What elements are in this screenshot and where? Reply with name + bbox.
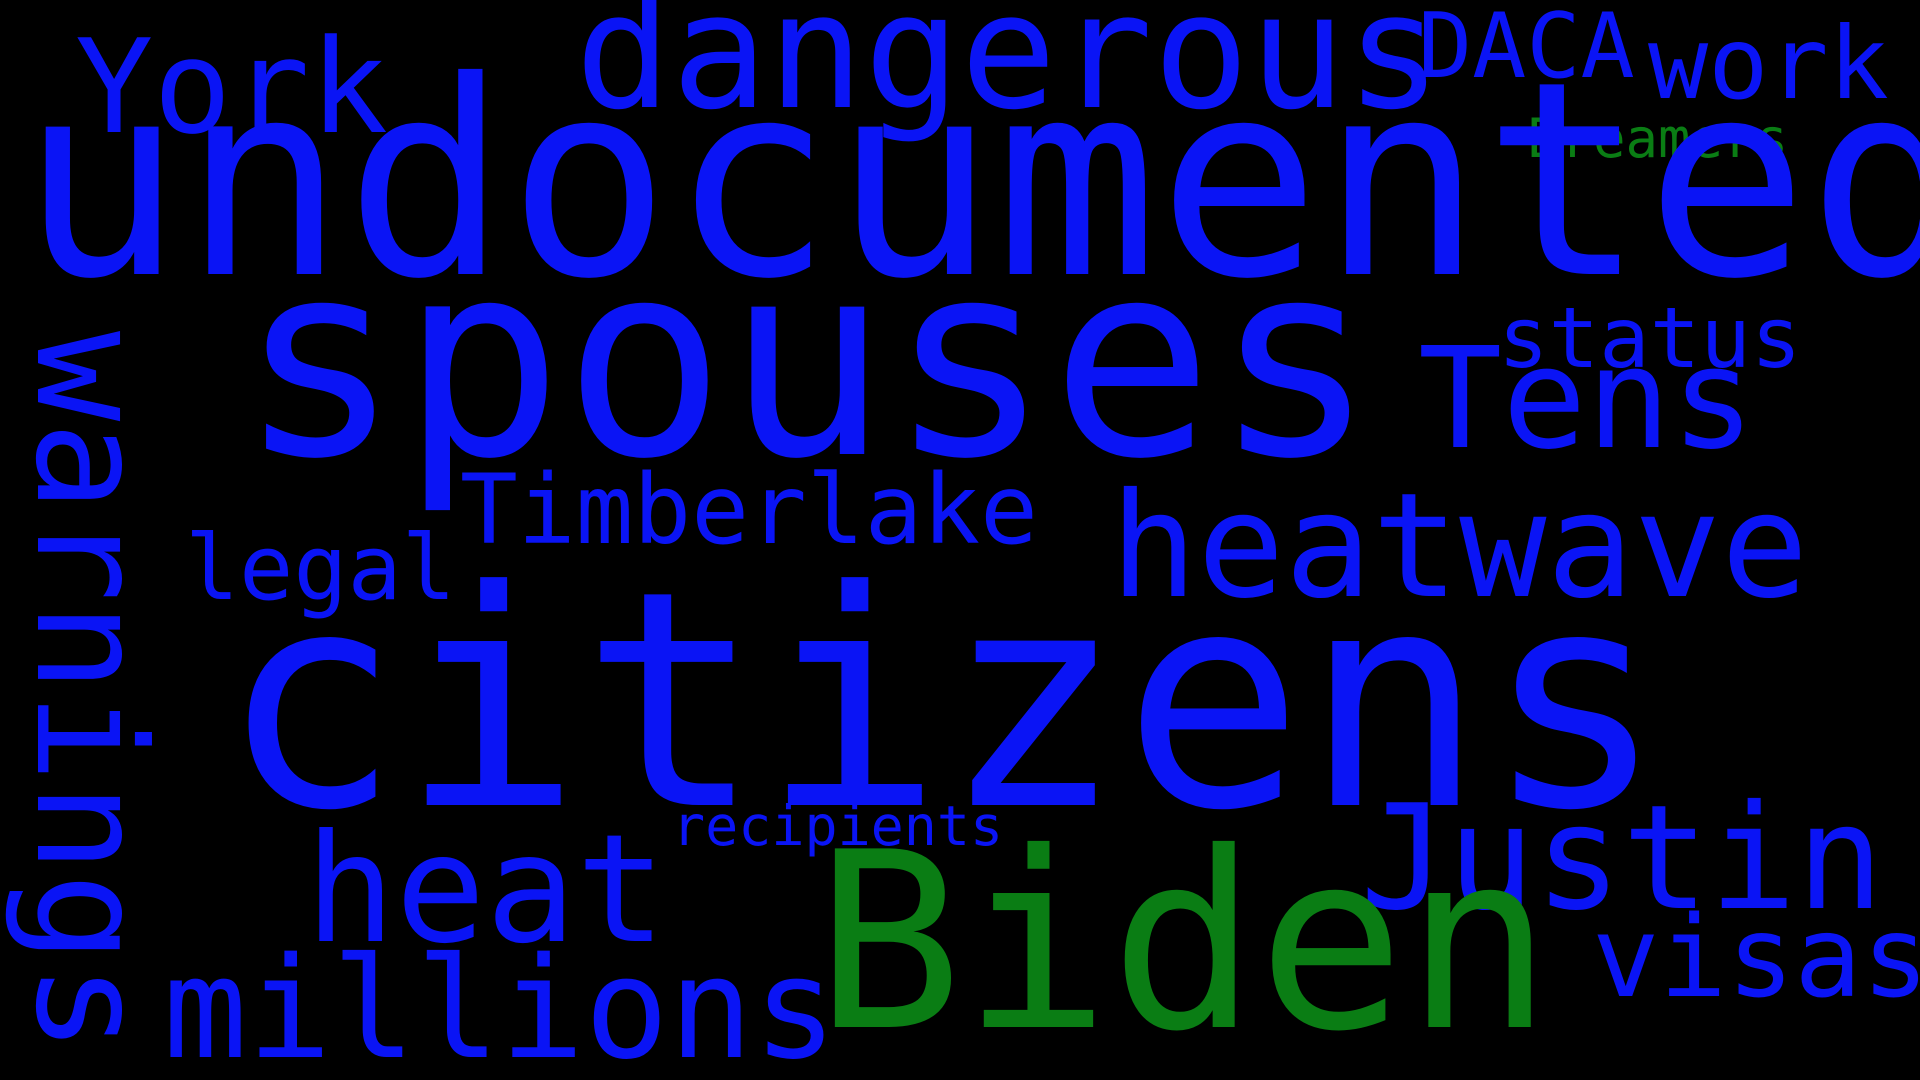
word-justin: Justin: [1360, 774, 1884, 943]
word-timberlake: Timberlake: [460, 454, 1038, 566]
word-dreamers: Dreamers: [1528, 107, 1789, 170]
word-recipients: recipients: [672, 794, 1004, 858]
word-biden: Biden: [815, 800, 1553, 1080]
word-tens: Tens: [1418, 318, 1756, 481]
word-undocumented: undocumented: [20, 23, 1920, 338]
word-status: status: [1498, 289, 1802, 387]
word-work: work: [1648, 5, 1889, 122]
word-warnings: warnings: [2, 331, 176, 1054]
word-daca: DACA: [1418, 0, 1635, 99]
word-dangerous: dangerous: [575, 0, 1442, 145]
word-citizens: citizens: [220, 527, 1665, 876]
word-legal: legal: [185, 516, 456, 621]
word-heatwave: heatwave: [1110, 462, 1809, 631]
word-millions: millions: [163, 928, 838, 1080]
word-heat: heat: [305, 803, 667, 977]
word-visas: visas: [1592, 893, 1920, 1023]
word-spouses: spouses: [238, 203, 1376, 518]
word-york: York: [75, 11, 389, 163]
